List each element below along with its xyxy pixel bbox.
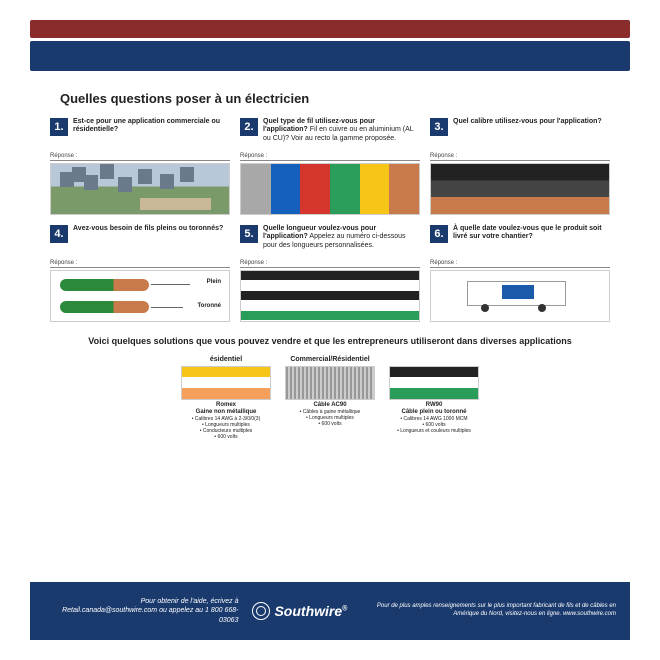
brand-logo: Southwire®	[252, 602, 347, 620]
q-number: 6.	[430, 225, 448, 243]
question-row-1: 1. Est-ce pour une application commercial…	[30, 118, 630, 215]
q-text: À quelle date voulez-vous que le produit…	[453, 225, 610, 242]
sol-header: Commercial/Résidentiel	[285, 356, 375, 363]
length-wires-image	[240, 270, 420, 322]
solid-stranded-image: Plein Toronné	[50, 270, 230, 322]
q-text: Avez-vous besoin de fils pleins ou toron…	[73, 225, 223, 233]
question-3: 3. Quel calibre utilisez-vous pour l'appl…	[430, 118, 610, 215]
page-title: Quelles questions poser à un électricien	[60, 91, 630, 106]
question-1: 1. Est-ce pour une application commercial…	[50, 118, 230, 215]
label-plein: Plein	[207, 279, 221, 285]
footer-bar: Pour obtenir de l'aide, écrivez à Retail…	[30, 582, 630, 640]
q-number: 5.	[240, 225, 258, 243]
q-text: Quel calibre utilisez-vous pour l'applic…	[453, 118, 602, 126]
delivery-truck-image	[430, 270, 610, 322]
response-label: Réponse :	[240, 260, 420, 268]
sol-header	[389, 356, 479, 363]
q-text: Quel type de fil utilisez-vous pour l'ap…	[263, 118, 420, 143]
footer-help: Pour obtenir de l'aide, écrivez à Retail…	[44, 597, 238, 624]
ac90-image	[285, 366, 375, 400]
document-page: Quelles questions poser à un électricien…	[0, 0, 660, 660]
label-toronne: Toronné	[197, 303, 221, 309]
q-number: 3.	[430, 118, 448, 136]
response-label: Réponse :	[50, 260, 230, 268]
question-6: 6. À quelle date voulez-vous que le produ…	[430, 225, 610, 322]
solutions-row: ésidentiel RomexGaine non métallique• Ca…	[30, 356, 630, 440]
header-bar-red	[30, 20, 630, 38]
header-bar-blue	[30, 41, 630, 71]
sol-text: Câble AC90• Câbles à gaine métallique • …	[285, 402, 375, 427]
q-text: Est-ce pour une application commerciale …	[73, 118, 230, 135]
brand-name: Southwire®	[274, 603, 347, 619]
footer-info: Pour de plus amples renseignements sur l…	[361, 603, 616, 619]
logo-icon	[252, 602, 270, 620]
solutions-subtitle: Voici quelques solutions que vous pouvez…	[70, 336, 590, 348]
q-number: 2.	[240, 118, 258, 136]
question-row-2: 4. Avez-vous besoin de fils pleins ou tor…	[30, 225, 630, 322]
city-image	[50, 163, 230, 215]
gauge-wires-image	[430, 163, 610, 215]
q-number: 1.	[50, 118, 68, 136]
response-label: Réponse :	[430, 260, 610, 268]
question-2: 2. Quel type de fil utilisez-vous pour l'…	[240, 118, 420, 215]
response-label: Réponse :	[430, 153, 610, 161]
color-wires-image	[240, 163, 420, 215]
romex-image	[181, 366, 271, 400]
q-number: 4.	[50, 225, 68, 243]
sol-text: RW90Câble plein ou toronné• Calibres 14 …	[389, 402, 479, 434]
sol-header: ésidentiel	[181, 356, 271, 363]
rw90-image	[389, 366, 479, 400]
question-4: 4. Avez-vous besoin de fils pleins ou tor…	[50, 225, 230, 322]
response-label: Réponse :	[240, 153, 420, 161]
solution-rw90: RW90Câble plein ou toronné• Calibres 14 …	[389, 356, 479, 440]
question-5: 5. Quelle longueur voulez-vous pour l'app…	[240, 225, 420, 322]
response-label: Réponse :	[50, 153, 230, 161]
solution-ac90: Commercial/Résidentiel Câble AC90• Câble…	[285, 356, 375, 440]
solution-romex: ésidentiel RomexGaine non métallique• Ca…	[181, 356, 271, 440]
sol-text: RomexGaine non métallique• Calibres 14 A…	[181, 402, 271, 440]
q-text: Quelle longueur voulez-vous pour l'appli…	[263, 225, 420, 250]
